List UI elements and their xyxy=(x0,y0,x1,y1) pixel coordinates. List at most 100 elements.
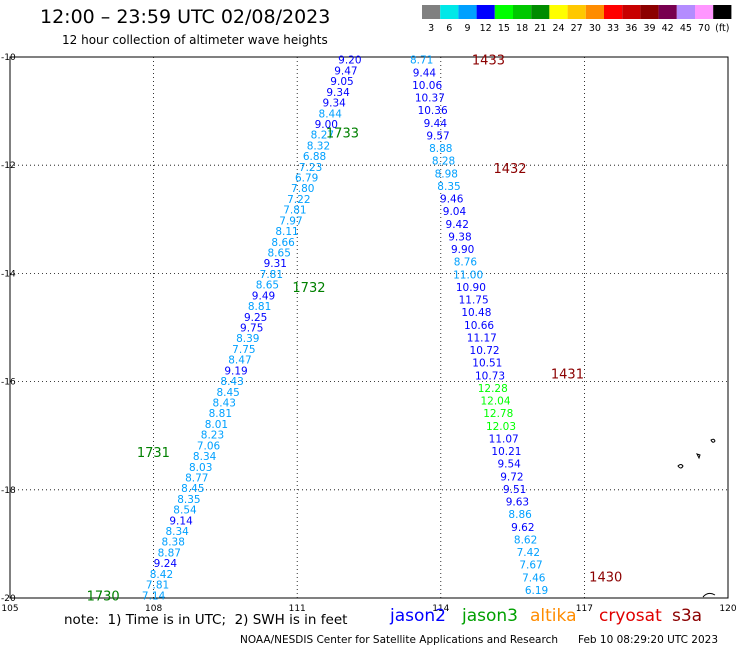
y-tick-label: -14 xyxy=(1,269,16,279)
footer-note: note: 1) Time is in UTC; 2) SWH is in fe… xyxy=(64,612,348,628)
wave-height-value: 8.27 xyxy=(311,130,334,142)
y-tick-label: -10 xyxy=(1,53,16,63)
wave-height-value: 8.81 xyxy=(209,408,232,420)
wave-height-value: 9.62 xyxy=(511,522,534,534)
x-tick-label: 120 xyxy=(719,604,736,614)
x-tick-label: 108 xyxy=(145,604,162,614)
color-scale-label: 36 xyxy=(625,23,637,34)
wave-height-value: 7.75 xyxy=(232,344,255,356)
wave-height-value: 9.90 xyxy=(451,244,474,256)
color-scale-swatch xyxy=(422,5,441,19)
island-mark xyxy=(710,438,716,443)
pass-time-label: 1430 xyxy=(589,570,622,585)
wave-height-value: 10.66 xyxy=(464,320,494,332)
wave-height-value: 9.49 xyxy=(252,290,275,302)
wave-height-value: 9.00 xyxy=(315,119,338,131)
color-scale-swatch xyxy=(622,5,641,19)
wave-height-value: 9.34 xyxy=(326,87,350,99)
color-scale: 3 6 9 12 15 18 21 24 27 30 33 36 39 42 45 70 (ft) xyxy=(422,5,732,34)
wave-height-value: 9.42 xyxy=(446,219,469,231)
page-title: 12:00 – 23:59 UTC 02/08/2023 xyxy=(40,6,331,28)
wave-height-value: 9.05 xyxy=(330,76,353,88)
color-scale-swatch xyxy=(713,5,732,19)
footer-credit: NOAA/NESDIS Center for Satellite Applica… xyxy=(240,634,558,646)
legend-jason3: jason3 xyxy=(462,606,518,626)
pass-time-label: 1732 xyxy=(292,281,325,296)
wave-height-value: 8.01 xyxy=(205,419,228,431)
color-scale-label: 9 xyxy=(464,23,470,34)
wave-height-value: 7.81 xyxy=(283,205,306,217)
wave-height-value: 12.03 xyxy=(486,421,516,433)
color-scale-label: 70 xyxy=(698,23,710,34)
wave-height-value: 8.98 xyxy=(435,168,458,180)
wave-height-value: 9.57 xyxy=(426,130,449,142)
pass-time-label: 1431 xyxy=(551,367,584,382)
color-scale-label: 21 xyxy=(534,23,546,34)
color-scale-label: (ft) xyxy=(715,23,729,34)
wave-height-value: 12.78 xyxy=(483,408,513,420)
wave-height-value: 8.03 xyxy=(189,462,212,474)
footer-timestamp: Feb 10 08:29:20 UTC 2023 xyxy=(578,634,718,646)
pass-time-label: 1730 xyxy=(87,589,120,604)
color-scale-swatch xyxy=(604,5,623,19)
axis-ticks: 105 108 111 114 117 120 -10 -12 -14 -16 -18 -20 xyxy=(1,53,737,614)
wave-height-value: 8.65 xyxy=(268,248,291,260)
wave-height-value: 11.75 xyxy=(459,295,489,307)
wave-height-value: 9.44 xyxy=(424,118,448,130)
y-tick-label: -16 xyxy=(1,378,16,388)
wave-height-value: 8.77 xyxy=(185,472,208,484)
wave-height-value: 8.76 xyxy=(454,257,478,269)
pass-labels: 1433 1432 1431 1430 1733 1732 1731 1730 xyxy=(87,54,623,605)
wave-height-value: 9.75 xyxy=(240,323,263,335)
wave-height-value: 9.54 xyxy=(497,459,521,471)
color-scale-swatch xyxy=(513,5,532,19)
wave-height-value: 10.90 xyxy=(456,282,486,294)
color-scale-swatch xyxy=(585,5,604,19)
wave-height-value: 9.72 xyxy=(500,471,523,483)
wave-height-value: 11.00 xyxy=(453,269,483,281)
wave-height-value: 8.32 xyxy=(307,140,330,152)
wave-height-value: 11.17 xyxy=(467,332,497,344)
plot-frame xyxy=(9,56,729,599)
wave-height-value: 9.63 xyxy=(506,497,529,509)
wave-height-value: 8.42 xyxy=(150,569,173,581)
wave-height-value: 11.07 xyxy=(489,433,519,445)
y-tick-label: -18 xyxy=(1,486,16,496)
wave-height-value: 8.62 xyxy=(514,534,537,546)
wave-height-value: 9.14 xyxy=(169,515,193,527)
wave-height-value: 7.42 xyxy=(517,547,540,559)
wave-height-value: 10.37 xyxy=(415,93,445,105)
color-scale-swatch xyxy=(440,5,459,19)
wave-height-value: 7.14 xyxy=(142,590,166,602)
wave-height-value: 9.31 xyxy=(264,258,287,270)
wave-height-value: 10.21 xyxy=(491,446,521,458)
color-scale-swatch xyxy=(476,5,495,19)
legend-cryosat: cryosat xyxy=(599,606,662,626)
color-scale-label: 3 xyxy=(428,23,434,34)
wave-height-value: 9.25 xyxy=(244,312,267,324)
wave-height-value: 7.46 xyxy=(522,572,546,584)
color-scale-swatch xyxy=(658,5,677,19)
wave-height-value: 10.06 xyxy=(412,80,442,92)
wave-height-value: 8.39 xyxy=(236,333,259,345)
wave-height-value: 9.04 xyxy=(443,206,467,218)
wave-height-value: 8.34 xyxy=(165,526,189,538)
wave-height-value: 8.38 xyxy=(162,537,185,549)
x-tick-label: 117 xyxy=(576,604,593,614)
y-tick-label: -20 xyxy=(1,594,16,604)
wave-height-value: 8.35 xyxy=(177,494,200,506)
wave-height-value: 8.11 xyxy=(275,226,298,238)
wave-height-value: 9.19 xyxy=(224,365,247,377)
wave-height-value: 8.47 xyxy=(228,355,251,367)
legend-jason2: jason2 xyxy=(390,606,446,626)
coast-mark xyxy=(702,592,716,598)
wave-height-value: 10.72 xyxy=(470,345,500,357)
color-scale-swatch xyxy=(567,5,586,19)
wave-height-value: 10.73 xyxy=(475,370,505,382)
color-scale-swatch xyxy=(494,5,513,19)
wave-height-value: 8.43 xyxy=(220,376,243,388)
wave-height-value: 8.35 xyxy=(437,181,460,193)
wave-height-value: 12.28 xyxy=(478,383,508,395)
wave-height-value: 9.44 xyxy=(413,67,437,79)
